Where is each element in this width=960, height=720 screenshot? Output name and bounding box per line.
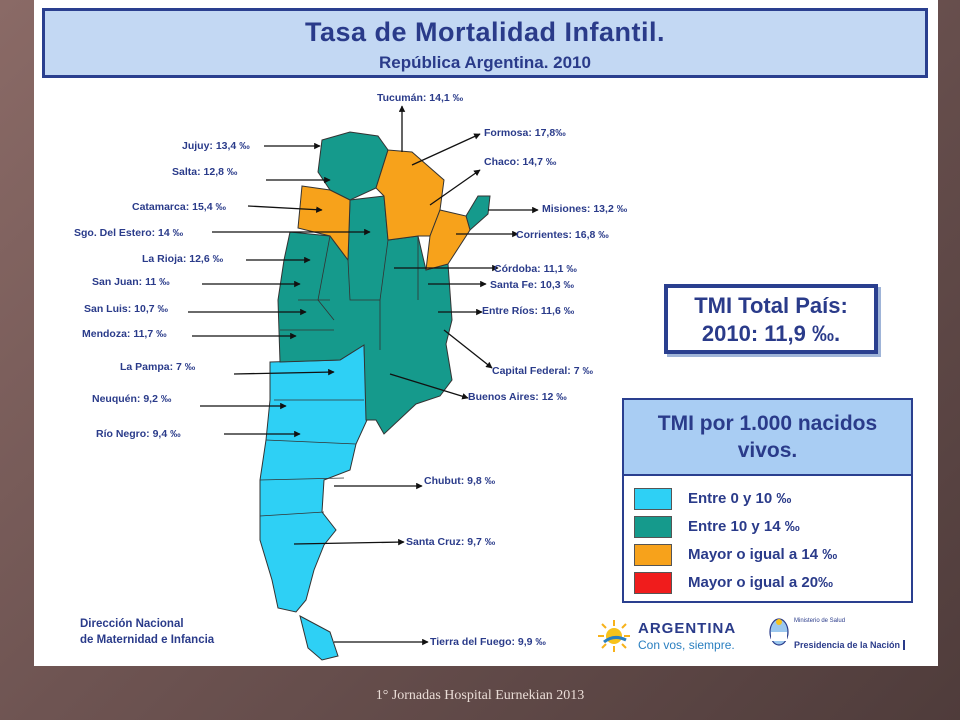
label-tucuman: Tucumán: 14,1 ‰ <box>377 92 464 104</box>
legend-title: TMI por 1.000 nacidos vivos. <box>624 400 911 476</box>
ministry-logo: Ministerio de Salud Presidencia de la Na… <box>768 614 918 658</box>
sun-icon <box>598 620 630 652</box>
label-catamarca: Catamarca: 15,4 ‰ <box>132 201 226 213</box>
argentina-logo: ARGENTINA Con vos, siempre. <box>592 614 752 656</box>
label-misiones: Misiones: 13,2 ‰ <box>542 203 628 215</box>
footer-organization: Dirección Nacional de Maternidad e Infan… <box>80 616 214 648</box>
legend: TMI por 1.000 nacidos vivos. Entre 0 y 1… <box>622 398 913 603</box>
label-mendoza: Mendoza: 11,7 ‰ <box>82 328 167 340</box>
label-entre-rios: Entre Ríos: 11,6 ‰ <box>482 305 575 317</box>
shield-icon <box>769 618 789 646</box>
leader-lines <box>188 105 539 646</box>
slide: Tasa de Mortalidad Infantil. República A… <box>34 0 938 666</box>
tmi-total-line1: TMI Total País: <box>694 293 848 318</box>
region-tierra-del-fuego <box>299 615 339 661</box>
legend-swatch-10-14 <box>634 516 672 538</box>
label-san-juan: San Juan: 11 ‰ <box>92 276 170 288</box>
label-cordoba: Córdoba: 11,1 ‰ <box>494 263 577 275</box>
legend-label: Mayor o igual a 20‰ <box>688 574 834 591</box>
region-central <box>277 195 453 435</box>
argentina-map: Tucumán: 14,1 ‰ Jujuy: 13,4 ‰ Formosa: 1… <box>74 92 628 661</box>
legend-swatch-0-10 <box>634 488 672 510</box>
label-tierra-del-fuego: Tierra del Fuego: 9,9 ‰ <box>430 636 546 648</box>
org-line2: de Maternidad e Infancia <box>80 634 215 646</box>
label-la-rioja: La Rioja: 12,6 ‰ <box>142 253 224 265</box>
legend-item: Mayor o igual a 20‰ <box>634 572 904 594</box>
ministry-name: Ministerio de Salud <box>794 618 846 624</box>
org-line1: Dirección Nacional <box>80 618 184 630</box>
tmi-total-box: TMI Total País: 2010: 11,9 ‰. <box>664 284 878 354</box>
legend-item: Entre 10 y 14 ‰ <box>634 516 904 538</box>
page-subtitle: República Argentina. 2010 <box>379 53 591 72</box>
label-salta: Salta: 12,8 ‰ <box>172 166 238 178</box>
page-title: Tasa de Mortalidad Infantil. <box>304 17 666 47</box>
label-formosa: Formosa: 17,8‰ <box>484 127 566 139</box>
label-sgo-del-estero: Sgo. Del Estero: 14 ‰ <box>74 227 184 239</box>
legend-item: Entre 0 y 10 ‰ <box>634 488 904 510</box>
legend-title-line1: TMI por 1.000 nacidos <box>657 412 878 435</box>
legend-label: Entre 0 y 10 ‰ <box>688 490 792 507</box>
province-labels: Tucumán: 14,1 ‰ Jujuy: 13,4 ‰ Formosa: 1… <box>74 92 628 648</box>
label-capital-federal: Capital Federal: 7 ‰ <box>492 365 593 377</box>
legend-swatch-ge14 <box>634 544 672 566</box>
region-corrientes <box>425 209 471 271</box>
label-neuquen: Neuquén: 9,2 ‰ <box>92 393 172 405</box>
label-san-luis: San Luis: 10,7 ‰ <box>84 303 169 315</box>
label-buenos-aires: Buenos Aires: 12 ‰ <box>468 391 567 403</box>
tmi-total-line2: 2010: 11,9 ‰. <box>701 321 841 346</box>
slide-caption: 1° Jornadas Hospital Eurnekian 2013 <box>375 688 585 703</box>
label-jujuy: Jujuy: 13,4 ‰ <box>182 140 250 152</box>
label-santa-cruz: Santa Cruz: 9,7 ‰ <box>406 536 496 548</box>
legend-label: Mayor o igual a 14 ‰ <box>688 546 838 563</box>
label-chaco: Chaco: 14,7 ‰ <box>484 156 557 168</box>
legend-swatch-ge20 <box>634 572 672 594</box>
legend-title-line2: vivos. <box>737 439 798 462</box>
title-box: Tasa de Mortalidad Infantil. República A… <box>42 8 928 78</box>
presidency-name: Presidencia de la Nación <box>794 640 906 650</box>
country-name: ARGENTINA <box>638 620 737 637</box>
label-corrientes: Corrientes: 16,8 ‰ <box>516 229 609 241</box>
legend-item: Mayor o igual a 14 ‰ <box>634 544 904 566</box>
label-rio-negro: Río Negro: 9,4 ‰ <box>96 428 181 440</box>
slogan: Con vos, siempre. <box>638 638 735 652</box>
label-la-pampa: La Pampa: 7 ‰ <box>120 361 196 373</box>
region-misiones <box>465 195 491 231</box>
legend-label: Entre 10 y 14 ‰ <box>688 518 800 535</box>
label-santa-fe: Santa Fe: 10,3 ‰ <box>490 279 575 291</box>
label-chubut: Chubut: 9,8 ‰ <box>424 475 496 487</box>
